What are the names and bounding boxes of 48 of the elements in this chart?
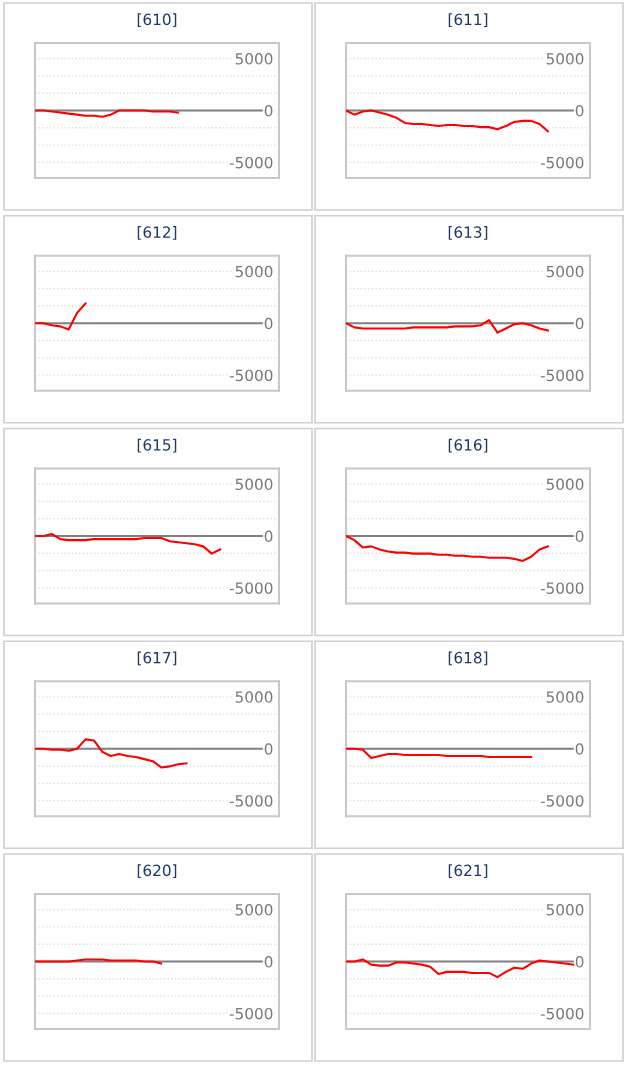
y-tick-label: -5000 bbox=[540, 795, 584, 807]
y-tick-label: -5000 bbox=[229, 369, 273, 382]
y-tick-label: 0 bbox=[575, 317, 584, 330]
chart-title: [621] bbox=[448, 864, 488, 878]
y-tick-label: 5000 bbox=[235, 904, 273, 916]
y-tick-label: 5000 bbox=[546, 691, 584, 703]
chart-title: [615] bbox=[137, 438, 177, 453]
line-series bbox=[346, 534, 549, 562]
y-tick-label: 5000 bbox=[546, 53, 584, 65]
y-tick-label: 0 bbox=[264, 743, 273, 755]
line-series bbox=[35, 738, 188, 769]
y-tick-label: -5000 bbox=[540, 1007, 584, 1020]
chart-title: [620] bbox=[137, 864, 177, 878]
chart-title: [617] bbox=[137, 651, 177, 666]
y-tick-label: -5000 bbox=[540, 369, 584, 382]
y-tick-label: 0 bbox=[575, 955, 584, 968]
y-tick-label: 5000 bbox=[235, 691, 273, 703]
line-series bbox=[346, 319, 549, 334]
chart-title: [618] bbox=[448, 651, 488, 666]
y-tick-label: 0 bbox=[264, 955, 273, 968]
y-tick-label: 5000 bbox=[546, 478, 584, 491]
y-tick-label: -5000 bbox=[229, 795, 273, 807]
y-tick-label: 5000 bbox=[546, 265, 584, 278]
y-tick-label: -5000 bbox=[229, 1007, 273, 1020]
line-series bbox=[35, 302, 87, 331]
y-tick-label: -5000 bbox=[540, 156, 584, 169]
y-tick-label: 5000 bbox=[546, 904, 584, 916]
y-tick-label: -5000 bbox=[540, 582, 584, 594]
y-tick-label: 0 bbox=[575, 743, 584, 755]
y-tick-label: 5000 bbox=[235, 53, 273, 65]
chart-title: [610] bbox=[137, 13, 177, 27]
y-tick-label: 0 bbox=[264, 104, 273, 117]
y-tick-label: 5000 bbox=[235, 265, 273, 278]
chart-title: [611] bbox=[448, 13, 488, 27]
line-series bbox=[346, 109, 549, 133]
y-tick-label: -5000 bbox=[229, 156, 273, 169]
chart-title: [616] bbox=[448, 438, 488, 453]
line-series bbox=[346, 747, 533, 760]
y-tick-label: 5000 bbox=[235, 478, 273, 491]
y-tick-label: -5000 bbox=[229, 582, 273, 594]
chart-title: [612] bbox=[137, 226, 177, 240]
y-tick-label: 0 bbox=[575, 104, 584, 117]
y-tick-label: 0 bbox=[264, 317, 273, 330]
line-series bbox=[35, 109, 180, 118]
line-series bbox=[35, 532, 222, 555]
y-tick-label: 0 bbox=[575, 530, 584, 543]
y-tick-label: 0 bbox=[264, 530, 273, 543]
chart-title: [613] bbox=[448, 226, 488, 240]
